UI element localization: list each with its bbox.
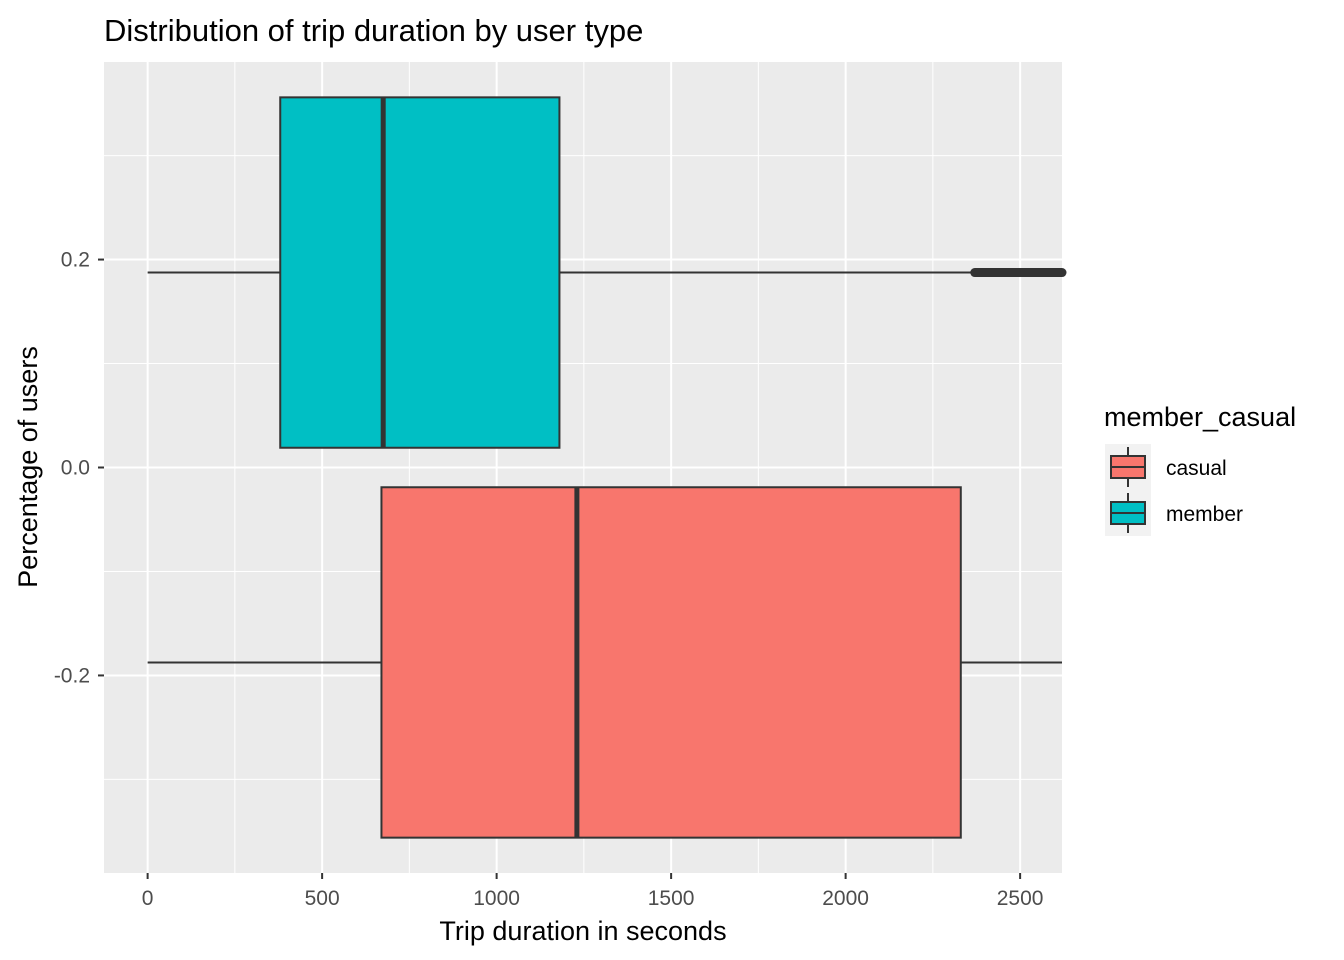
x-tick-label: 0 [142,887,154,910]
grid-lines [104,62,1062,873]
box-iqr [279,96,561,449]
legend-item-member: member [1105,490,1243,536]
box-member [147,96,1067,449]
y-axis-title: Percentage of users [13,346,43,588]
y-tick-label: 0.0 [61,457,90,480]
y-tick-label: 0.2 [61,249,90,272]
legend-label: member [1166,503,1243,526]
x-axis: 0 500 1000 1500 2000 2500 [142,873,1044,910]
x-tick-label: 1500 [648,887,695,910]
legend-title: member_casual [1104,402,1296,432]
chart-title: Distribution of trip duration by user ty… [104,13,643,48]
legend-item-casual: casual [1105,444,1227,490]
y-axis: 0.2 0.0 -0.2 [54,249,104,687]
y-tick-label: -0.2 [54,664,90,687]
boxes-layer [147,96,1067,839]
legend: member_casual casual member [1104,402,1296,536]
box-casual [147,486,1062,839]
x-tick-label: 2000 [822,887,869,910]
legend-label: casual [1166,457,1227,480]
x-tick-label: 2500 [997,887,1044,910]
box-iqr [380,486,962,839]
x-tick-label: 500 [305,887,340,910]
x-axis-title: Trip duration in seconds [439,916,726,946]
x-tick-label: 1000 [473,887,520,910]
